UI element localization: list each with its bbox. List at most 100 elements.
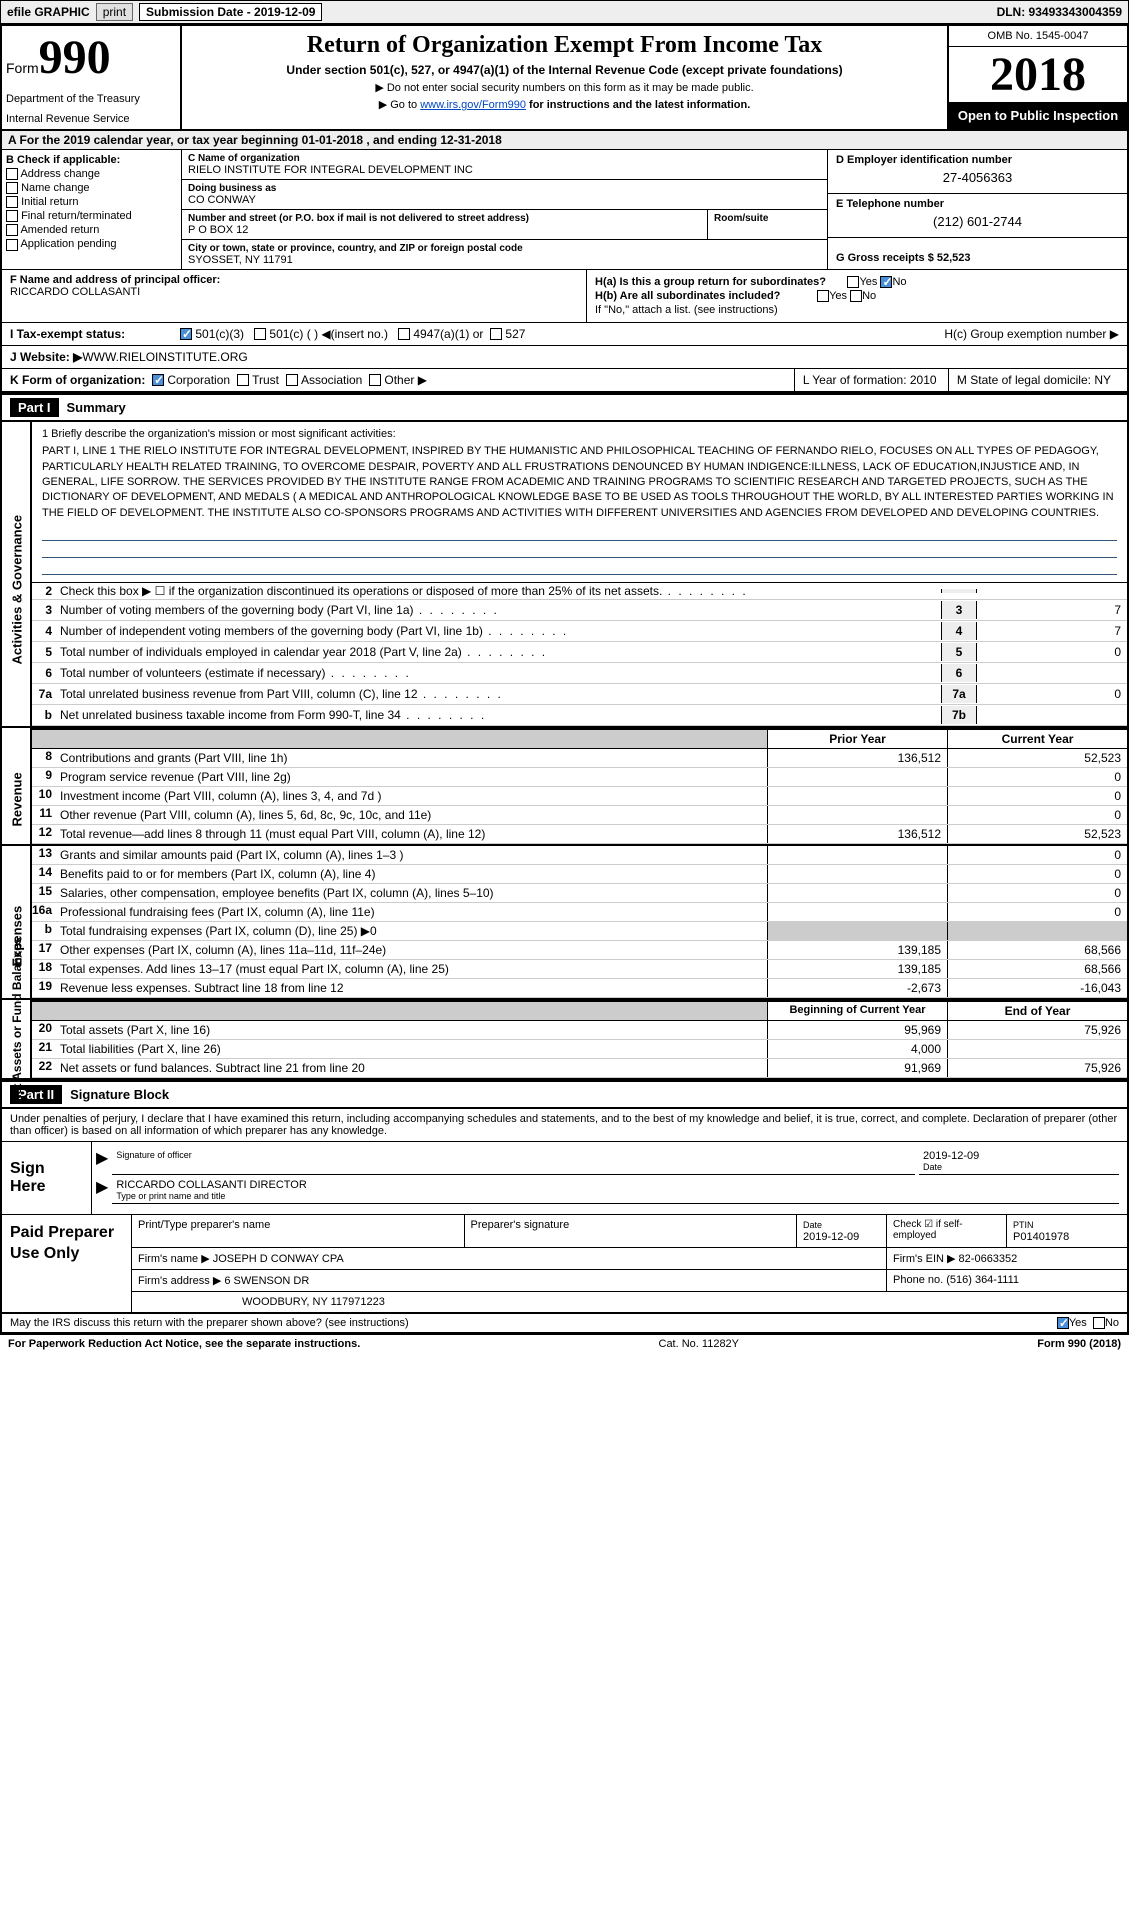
- state-domicile: M State of legal domicile: NY: [948, 369, 1119, 391]
- room-suite: Room/suite: [707, 210, 827, 239]
- org-name: RIELO INSTITUTE FOR INTEGRAL DEVELOPMENT…: [188, 164, 821, 176]
- fin-line: 18Total expenses. Add lines 13–17 (must …: [32, 960, 1127, 979]
- gov-line: bNet unrelated business taxable income f…: [32, 705, 1127, 726]
- fin-line: 13Grants and similar amounts paid (Part …: [32, 846, 1127, 865]
- dba-box: Doing business asCO CONWAY: [182, 180, 827, 210]
- discuss-no[interactable]: [1093, 1317, 1105, 1329]
- org-name-box: C Name of organization RIELO INSTITUTE F…: [182, 150, 827, 180]
- fin-line: 20Total assets (Part X, line 16)95,96975…: [32, 1021, 1127, 1040]
- group-exemption: H(c) Group exemption number ▶: [944, 327, 1119, 341]
- governance-section: Activities & Governance 1 Briefly descri…: [2, 422, 1127, 728]
- form-main: Form990 Department of the Treasury Inter…: [0, 24, 1129, 1334]
- discuss-yes[interactable]: [1057, 1317, 1069, 1329]
- check-b-col: B Check if applicable: Address change Na…: [2, 150, 182, 269]
- fin-line: 21Total liabilities (Part X, line 26)4,0…: [32, 1040, 1127, 1059]
- mission-text: PART I, LINE 1 THE RIELO INSTITUTE FOR I…: [42, 444, 1117, 521]
- cat-number: Cat. No. 11282Y: [659, 1338, 740, 1350]
- header-mid: Return of Organization Exempt From Incom…: [182, 26, 947, 129]
- irs-label: Internal Revenue Service: [6, 113, 176, 125]
- form-subtitle: Under section 501(c), 527, or 4947(a)(1)…: [188, 63, 941, 77]
- paid-preparer-section: Paid Preparer Use Only Print/Type prepar…: [2, 1215, 1127, 1314]
- cb-amended[interactable]: Amended return: [6, 224, 177, 236]
- officer-info: F Name and address of principal officer:…: [2, 270, 587, 322]
- website-row: J Website: ▶ WWW.RIELOINSTITUTE.ORG: [2, 346, 1127, 369]
- tax-year: 2018: [949, 47, 1127, 102]
- cb-initial[interactable]: Initial return: [6, 196, 177, 208]
- cb-4947[interactable]: [398, 328, 410, 340]
- side-governance: Activities & Governance: [2, 422, 32, 726]
- cb-527[interactable]: [490, 328, 502, 340]
- cb-other[interactable]: [369, 374, 381, 386]
- fin-line: 11Other revenue (Part VIII, column (A), …: [32, 806, 1127, 825]
- fin-header-net: Beginning of Current Year End of Year: [32, 1000, 1127, 1021]
- right-col: D Employer identification number27-40563…: [827, 150, 1127, 269]
- dept-label: Department of the Treasury: [6, 93, 176, 105]
- part2-header: Part II Signature Block: [2, 1080, 1127, 1109]
- ein-box: D Employer identification number27-40563…: [828, 150, 1127, 194]
- website-url: WWW.RIELOINSTITUTE.ORG: [82, 350, 247, 364]
- discuss-row: May the IRS discuss this return with the…: [2, 1314, 1127, 1332]
- blank-line: [42, 542, 1117, 558]
- top-bar: efile GRAPHIC print Submission Date - 20…: [0, 0, 1129, 24]
- officer-row: F Name and address of principal officer:…: [2, 270, 1127, 323]
- sig-declaration: Under penalties of perjury, I declare th…: [2, 1109, 1127, 1141]
- paid-row-2: Firm's name ▶ JOSEPH D CONWAY CPA Firm's…: [132, 1248, 1127, 1270]
- paid-preparer-label: Paid Preparer Use Only: [2, 1215, 132, 1312]
- header-left: Form990 Department of the Treasury Inter…: [2, 26, 182, 129]
- irs-link[interactable]: www.irs.gov/Form990: [420, 99, 526, 111]
- gov-line: 5Total number of individuals employed in…: [32, 642, 1127, 663]
- cb-trust[interactable]: [237, 374, 249, 386]
- cb-501c3[interactable]: [180, 328, 192, 340]
- arrow-icon: ▶: [96, 1177, 108, 1204]
- note-link: ▶ Go to www.irs.gov/Form990 for instruct…: [188, 98, 941, 111]
- cb-pending[interactable]: Application pending: [6, 238, 177, 250]
- ha-yes[interactable]: [847, 276, 859, 288]
- side-revenue: Revenue: [2, 728, 32, 844]
- paid-row-1: Print/Type preparer's name Preparer's si…: [132, 1215, 1127, 1248]
- part1-header: Part I Summary: [2, 393, 1127, 422]
- paid-row-4: WOODBURY, NY 117971223: [132, 1292, 1127, 1312]
- cb-corp[interactable]: [152, 374, 164, 386]
- submission-date: Submission Date - 2019-12-09: [139, 3, 322, 21]
- fin-line: 22Net assets or fund balances. Subtract …: [32, 1059, 1127, 1078]
- form-version: Form 990 (2018): [1037, 1338, 1121, 1350]
- print-button[interactable]: print: [96, 3, 133, 21]
- fin-line: 9Program service revenue (Part VIII, lin…: [32, 768, 1127, 787]
- fin-line: 12Total revenue—add lines 8 through 11 (…: [32, 825, 1127, 844]
- sig-date-field: 2019-12-09Date: [919, 1148, 1119, 1175]
- sign-here-label: Sign Here: [2, 1142, 92, 1214]
- side-netassets: Net Assets or Fund Balances: [2, 1000, 32, 1078]
- sig-officer-field[interactable]: Signature of officer: [112, 1148, 915, 1175]
- cb-address[interactable]: Address change: [6, 168, 177, 180]
- blank-line: [42, 525, 1117, 541]
- cb-501c[interactable]: [254, 328, 266, 340]
- hb-no[interactable]: [850, 290, 862, 302]
- addr-box: Number and street (or P.O. box if mail i…: [182, 210, 827, 240]
- gov-line: 6Total number of volunteers (estimate if…: [32, 663, 1127, 684]
- fin-line: 17Other expenses (Part IX, column (A), l…: [32, 941, 1127, 960]
- form-990-label: Form990: [6, 30, 176, 85]
- gov-line: 2Check this box ▶ ☐ if the organization …: [32, 583, 1127, 600]
- omb-number: OMB No. 1545-0047: [949, 26, 1127, 47]
- ha-no[interactable]: [880, 276, 892, 288]
- gov-line: 4Number of independent voting members of…: [32, 621, 1127, 642]
- cb-final[interactable]: Final return/terminated: [6, 210, 177, 222]
- tel-box: E Telephone number(212) 601-2744: [828, 194, 1127, 238]
- group-return-box: H(a) Is this a group return for subordin…: [587, 270, 1127, 322]
- gross-receipts: G Gross receipts $ 52,523: [828, 238, 1127, 268]
- fin-line: 16aProfessional fundraising fees (Part I…: [32, 903, 1127, 922]
- cb-assoc[interactable]: [286, 374, 298, 386]
- header-right: OMB No. 1545-0047 2018 Open to Public In…: [947, 26, 1127, 129]
- fin-line: 10Investment income (Part VIII, column (…: [32, 787, 1127, 806]
- hb-yes[interactable]: [817, 290, 829, 302]
- cb-name[interactable]: Name change: [6, 182, 177, 194]
- dln: DLN: 93493343004359: [997, 5, 1122, 19]
- paid-row-3: Firm's address ▶ 6 SWENSON DR Phone no. …: [132, 1270, 1127, 1292]
- section-b: B Check if applicable: Address change Na…: [2, 150, 1127, 270]
- fin-line: 19Revenue less expenses. Subtract line 1…: [32, 979, 1127, 998]
- fin-line: 8Contributions and grants (Part VIII, li…: [32, 749, 1127, 768]
- form-header: Form990 Department of the Treasury Inter…: [2, 26, 1127, 131]
- blank-line: [42, 559, 1117, 575]
- fin-line: 15Salaries, other compensation, employee…: [32, 884, 1127, 903]
- form-org-row: K Form of organization: Corporation Trus…: [2, 369, 1127, 393]
